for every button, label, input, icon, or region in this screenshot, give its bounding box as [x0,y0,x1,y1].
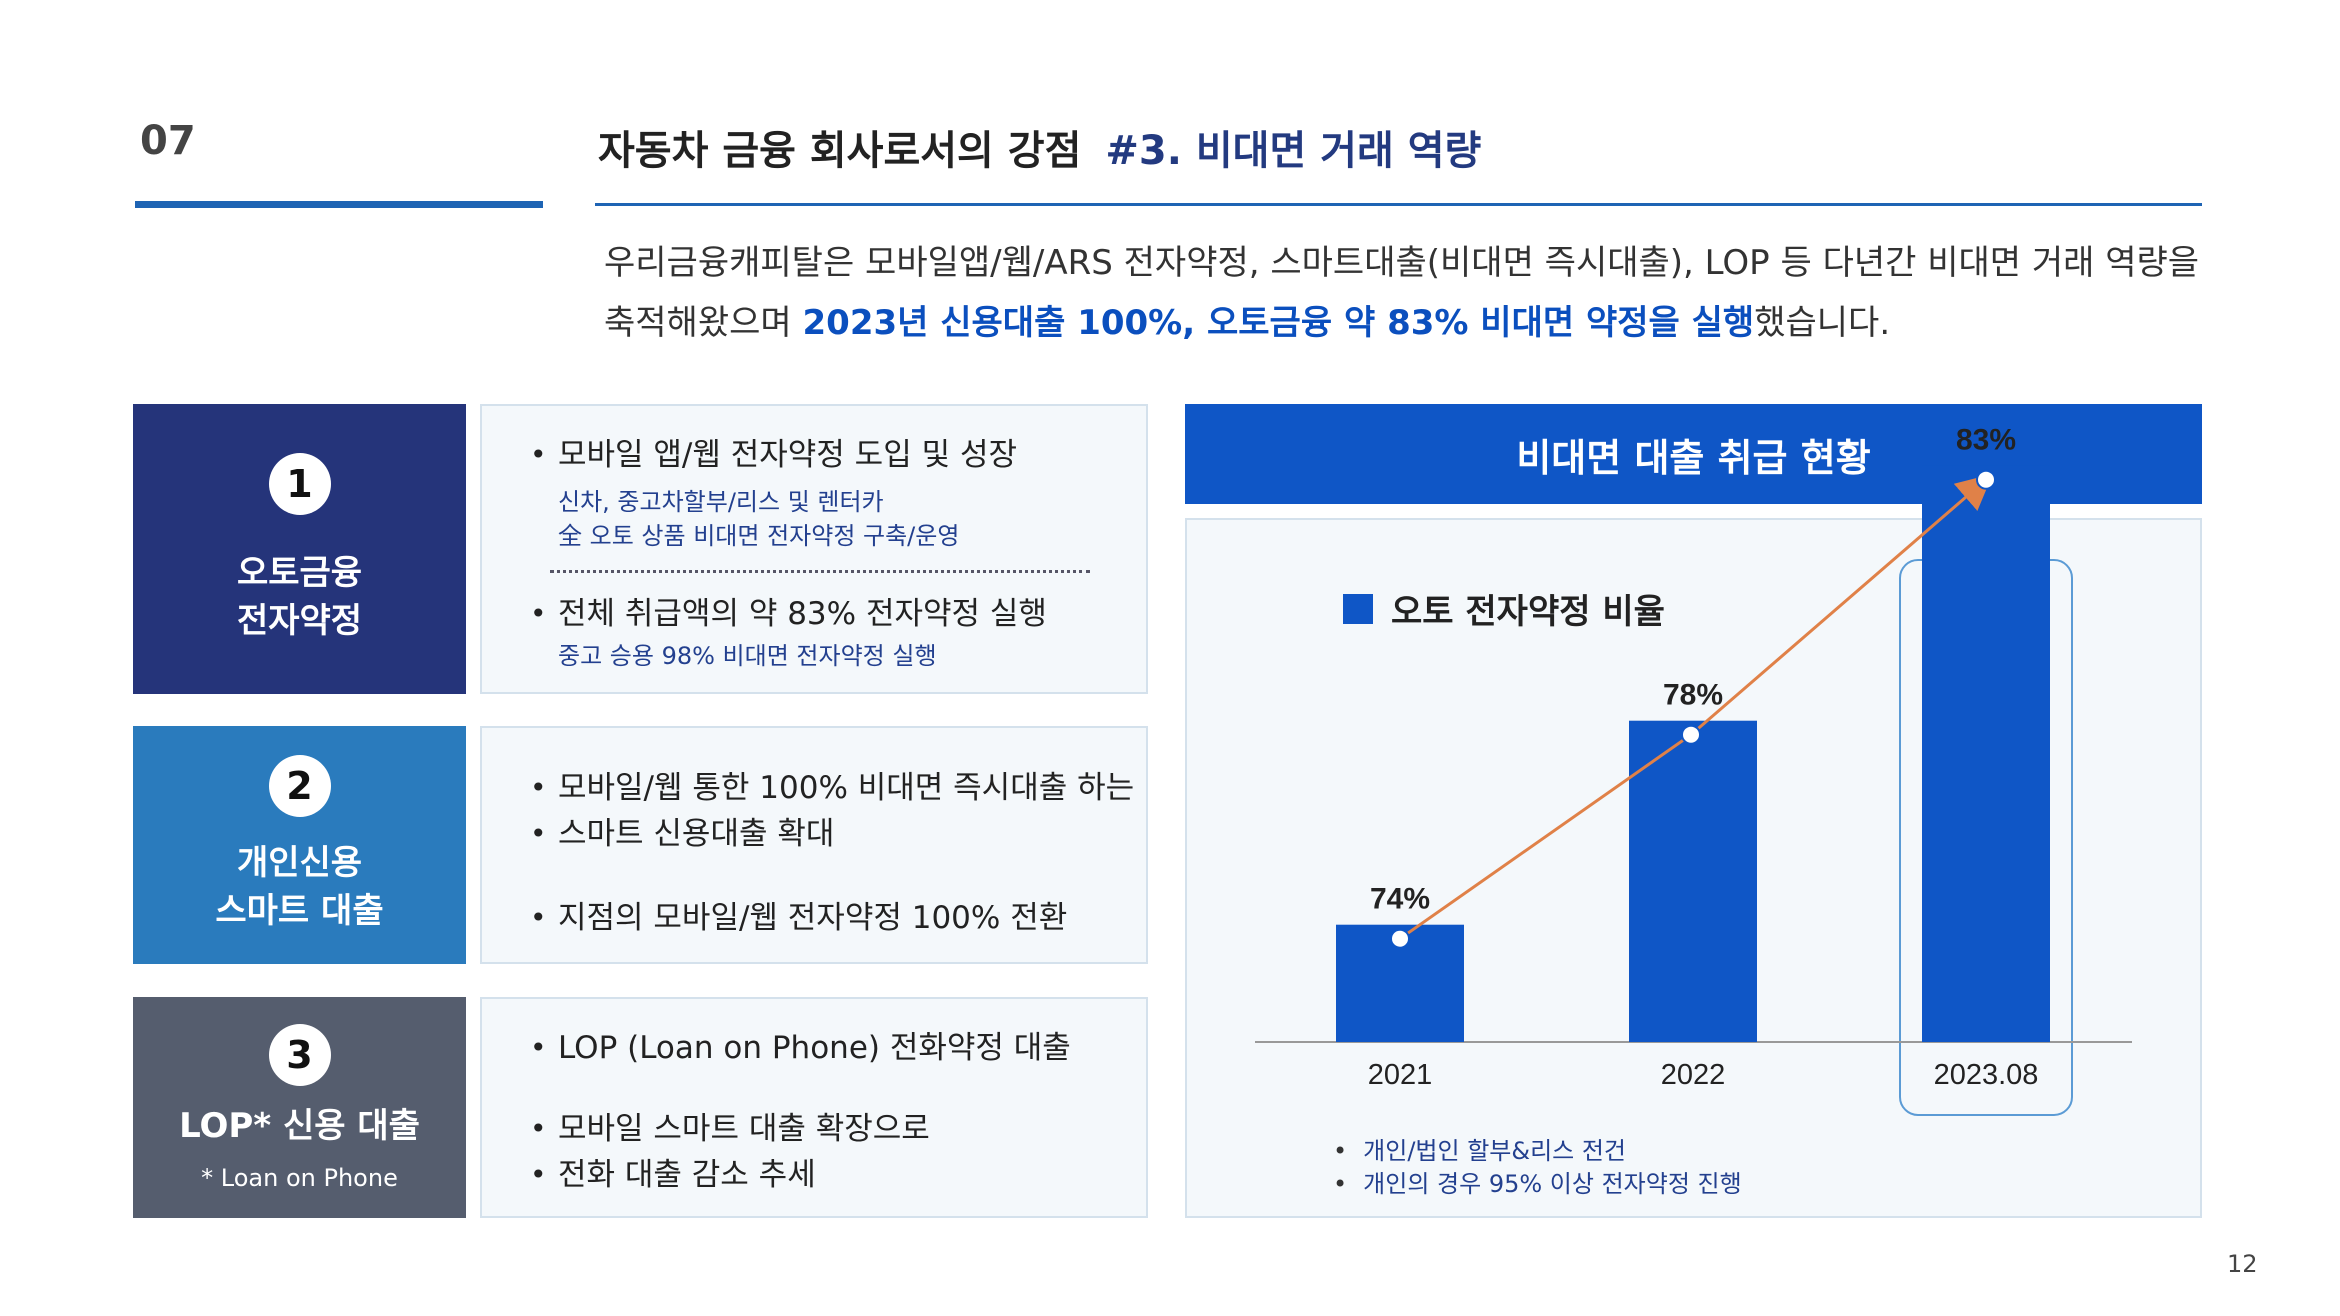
card-2-name: 개인신용 스마트 대출 [215,843,384,931]
legend-label: 오토 전자약정 비율 [1391,592,1665,632]
trend-point-2023.08 [1976,469,1996,490]
legend-swatch [1343,593,1373,624]
card-1-bullet-2: 전체 취급액의 약 83% 전자약정 실행 [530,590,1047,638]
card-2-bullet-1: 모바일/웹 통한 100% 비대면 즉시대출 하는 [530,764,1134,812]
intro-line-2: 축적해왔으며 2023년 신용대출 100%, 오토금융 약 83% 비대면 약… [604,293,2214,353]
card-3-name: LOP* 신용 대출 [179,1105,420,1146]
page-title: 자동차 금융 회사로서의 강점 #3. 비대면 거래 역량 [598,118,1481,176]
chart-heading: 비대면 대출 취급 현황 [1185,404,2202,504]
card-1-name: 오토금융 전자약정 [236,553,363,641]
intro-line-1: 우리금융캐피탈은 모바일앱/웹/ARS 전자약정, 스마트대출(비대면 즉시대출… [604,243,2200,283]
card-3-number: 3 [268,1023,331,1086]
intro-line-2-prefix: 축적해왔으며 [604,303,803,343]
card-3-bullet-1: LOP (Loan on Phone) 전화약정 대출 [530,1024,1071,1072]
x-tick-2021: 2021 [1368,1059,1433,1091]
card-1-number: 1 [268,453,331,515]
card-3-bullet-2: 모바일 스마트 대출 확장으로 [530,1105,930,1153]
card-1-bullet-1: 모바일 앱/웹 전자약정 도입 및 성장 [530,431,1017,479]
x-tick-2022: 2022 [1661,1059,1726,1091]
trend-point-2021 [1390,928,1410,949]
card-3-note: * Loan on Phone [201,1163,398,1192]
intro-line-2-suffix: 했습니다. [1754,303,1891,343]
section-divider-left [135,201,543,208]
card-3-label: 3 LOP* 신용 대출 * Loan on Phone [133,997,466,1218]
card-1-body: 모바일 앱/웹 전자약정 도입 및 성장 신차, 중고차할부/리스 및 렌터카 … [480,404,1148,694]
title-divider [595,203,2202,206]
card-1-sub-3: 중고 승용 98% 비대면 전자약정 실행 [558,642,937,670]
chart-note-1: 개인/법인 할부&리스 전건 [1333,1131,1626,1166]
page-title-accent: #3. 비대면 거래 역량 [1105,128,1482,174]
x-tick-2023.08: 2023.08 [1934,1059,2039,1091]
card-2-label: 2 개인신용 스마트 대출 [133,726,466,964]
card-1-label: 1 오토금융 전자약정 [133,404,466,694]
data-label-2021: 74% [1370,883,1430,916]
trend-point-2022 [1681,724,1701,745]
card-1-sub-1: 신차, 중고차할부/리스 및 렌터카 [558,488,884,516]
card-2-number: 2 [268,755,331,817]
card-2-bullet-1-cont: 스마트 신용대출 확대 [530,810,834,858]
intro-highlight: 2023년 신용대출 100%, 오토금융 약 83% 비대면 약정을 실행 [802,303,1755,343]
chart-legend: 오토 전자약정 비율 [1343,584,1665,633]
bar-2022 [1629,720,1757,1042]
bar-2023.08 [1922,465,2050,1042]
card-2-body: 모바일/웹 통한 100% 비대면 즉시대출 하는 스마트 신용대출 확대 지점… [480,726,1148,964]
card-3-bullet-2-cont: 전화 대출 감소 추세 [530,1151,816,1199]
data-label-2022: 78% [1663,679,1723,712]
card-3-body: LOP (Loan on Phone) 전화약정 대출 모바일 스마트 대출 확… [480,997,1148,1218]
card-1-divider [550,570,1090,573]
card-1-sub-2: 全 오토 상품 비대면 전자약정 구축/운영 [558,522,960,550]
data-label-2023.08: 83% [1956,424,2016,457]
page-number: 12 [2227,1250,2258,1278]
page-title-main: 자동차 금융 회사로서의 강점 [598,128,1082,174]
chart-note-2: 개인의 경우 95% 이상 전자약정 진행 [1333,1164,1742,1199]
card-2-bullet-2: 지점의 모바일/웹 전자약정 100% 전환 [530,894,1067,942]
section-number: 07 [140,118,196,164]
